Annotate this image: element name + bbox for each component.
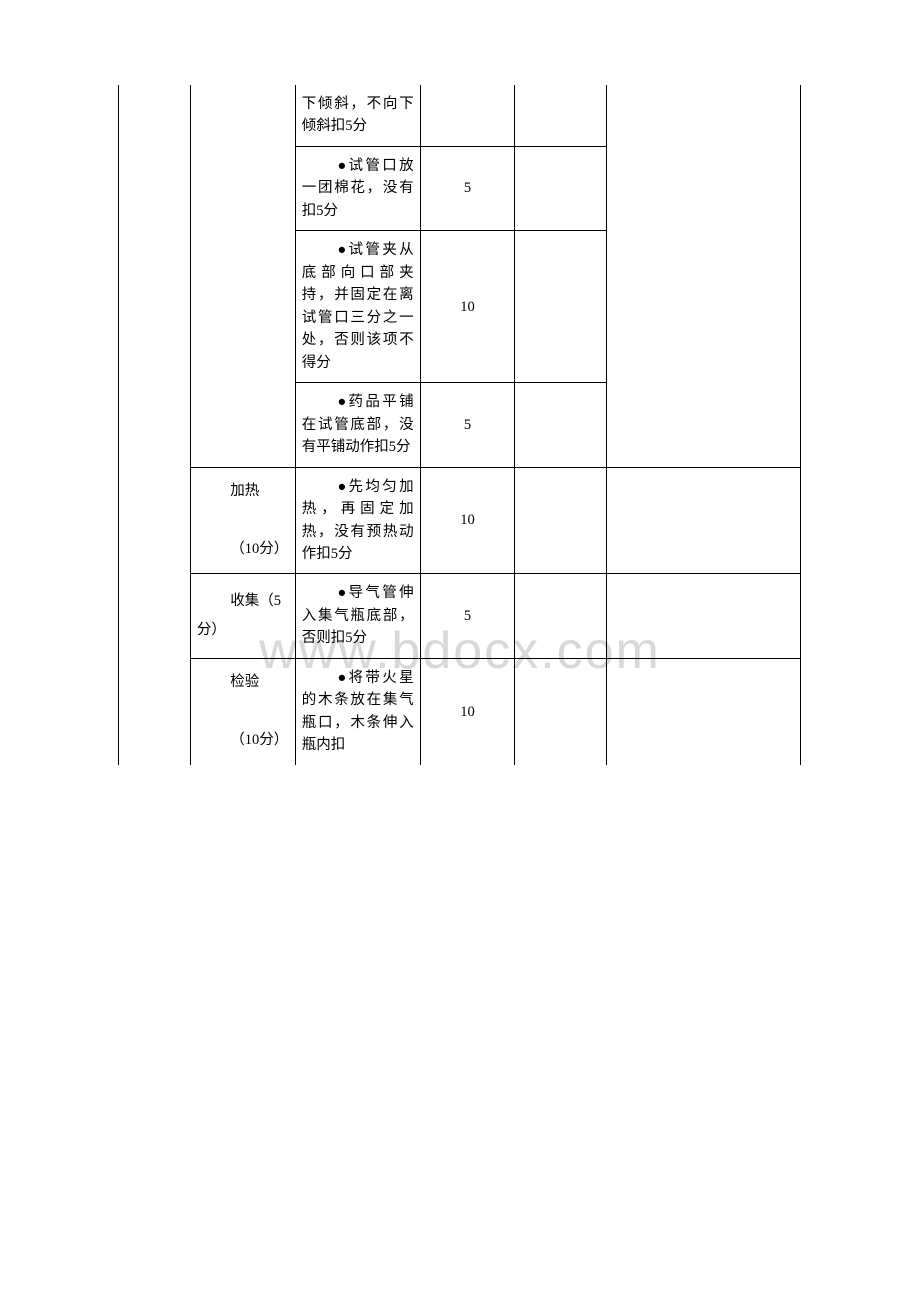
description-text: ●将带火星的木条放在集气瓶口，木条伸入瓶内扣 (302, 670, 414, 753)
cell-category (119, 85, 191, 765)
cell-step (190, 85, 295, 467)
cell-score: 10 (420, 658, 515, 764)
table-row: 收集（5分） ●导气管伸入集气瓶底部，否则扣5分 5 (119, 574, 801, 658)
description-text: ●药品平铺在试管底部，没有平铺动作扣5分 (302, 394, 414, 455)
scoring-table-container: 下倾斜，不向下倾斜扣5分 ●试管口放一团棉花，没有扣5分 5 ●试管夹从底部向口… (118, 85, 801, 765)
cell-description: ●药品平铺在试管底部，没有平铺动作扣5分 (295, 383, 420, 467)
cell-notes (607, 574, 801, 658)
step-label-line2: （10分） (230, 541, 288, 557)
cell-blank (515, 146, 607, 230)
scoring-table: 下倾斜，不向下倾斜扣5分 ●试管口放一团棉花，没有扣5分 5 ●试管夹从底部向口… (118, 85, 801, 765)
cell-blank (515, 574, 607, 658)
cell-score: 10 (420, 467, 515, 574)
cell-score: 5 (420, 383, 515, 467)
description-text: ●先均匀加热，再固定加热，没有预热动作扣5分 (302, 479, 414, 562)
cell-score: 5 (420, 146, 515, 230)
step-label-line1: 加热 (230, 483, 259, 499)
table-row: 加热 （10分） ●先均匀加热，再固定加热，没有预热动作扣5分 10 (119, 467, 801, 574)
cell-description: ●先均匀加热，再固定加热，没有预热动作扣5分 (295, 467, 420, 574)
cell-notes (607, 658, 801, 764)
table-row: 下倾斜，不向下倾斜扣5分 (119, 85, 801, 146)
table-row: 检验 （10分） ●将带火星的木条放在集气瓶口，木条伸入瓶内扣 10 (119, 658, 801, 764)
description-text: ●试管夹从底部向口部夹持，并固定在离试管口三分之一处，否则该项不得分 (302, 242, 414, 370)
cell-notes (607, 467, 801, 574)
cell-blank (515, 231, 607, 383)
cell-description: 下倾斜，不向下倾斜扣5分 (295, 85, 420, 146)
cell-description: ●将带火星的木条放在集气瓶口，木条伸入瓶内扣 (295, 658, 420, 764)
cell-blank (515, 383, 607, 467)
cell-score: 10 (420, 231, 515, 383)
cell-blank (515, 467, 607, 574)
cell-score (420, 85, 515, 146)
step-label-line2: （10分） (230, 732, 288, 748)
step-label-line1: 检验 (230, 674, 259, 690)
cell-blank (515, 658, 607, 764)
step-label-line1: 收集（5分） (197, 593, 281, 638)
cell-step: 加热 （10分） (190, 467, 295, 574)
cell-blank (515, 85, 607, 146)
cell-step: 收集（5分） (190, 574, 295, 658)
cell-description: ●试管口放一团棉花，没有扣5分 (295, 146, 420, 230)
cell-notes (607, 85, 801, 467)
cell-description: ●试管夹从底部向口部夹持，并固定在离试管口三分之一处，否则该项不得分 (295, 231, 420, 383)
cell-score: 5 (420, 574, 515, 658)
cell-step: 检验 （10分） (190, 658, 295, 764)
description-text: ●试管口放一团棉花，没有扣5分 (302, 158, 414, 219)
description-text: ●导气管伸入集气瓶底部，否则扣5分 (302, 585, 414, 646)
cell-description: ●导气管伸入集气瓶底部，否则扣5分 (295, 574, 420, 658)
